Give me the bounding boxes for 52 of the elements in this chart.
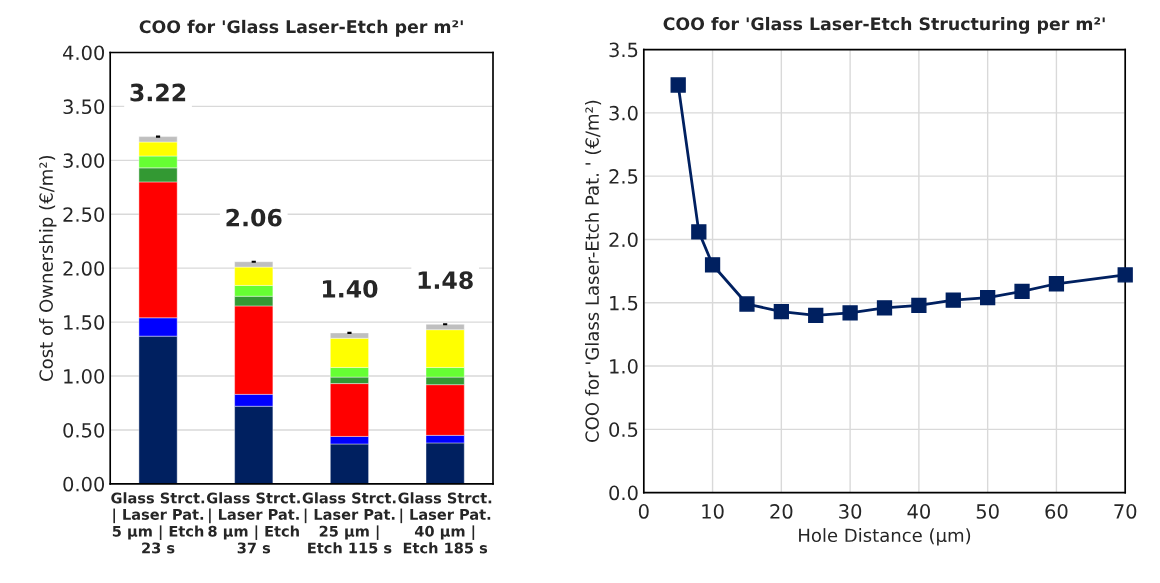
total-label: 3.22	[130, 83, 186, 102]
point	[1048, 276, 1065, 292]
y-tick-label: 3.0	[609, 105, 638, 121]
point	[808, 307, 824, 324]
point	[980, 290, 996, 306]
chart-title: COO for 'Glass Laser-Etch per m²'	[139, 19, 463, 37]
y-tick-label: 2.0	[609, 232, 638, 248]
y-tick-label: 3.50	[63, 99, 105, 115]
point	[691, 224, 707, 240]
total-label: 1.48	[418, 271, 473, 290]
x-tick-label: 30	[839, 504, 862, 519]
x-tick-label: 10	[702, 504, 724, 519]
point	[670, 77, 686, 93]
x-tick-label: 40	[907, 504, 930, 519]
point	[739, 296, 755, 312]
y-tick-label: 2.5	[609, 169, 638, 184]
x-tick-label: 50	[976, 504, 999, 519]
y-tick-label: 1.00	[64, 368, 105, 384]
x-tick-label: 0	[638, 504, 649, 519]
y-tick-label: 0.0	[609, 485, 638, 501]
point	[911, 297, 927, 313]
y-tick-label: 1.50	[64, 315, 105, 330]
y-tick-label: 1.5	[610, 295, 638, 311]
x-axis-title: Hole Distance (µm)	[799, 528, 971, 546]
y-tick-label: 1.0	[610, 359, 638, 374]
x-tick-label: 70	[1114, 504, 1137, 519]
y-tick-label: 3.00	[63, 153, 105, 168]
y-tick-label: 0.50	[63, 422, 105, 438]
y-axis-title: COO for 'Glass Laser-Etch Pat. ' (€/m²)	[584, 100, 602, 442]
point	[1014, 283, 1030, 299]
y-tick-label: 0.5	[609, 422, 638, 437]
x-tick-label: 20	[770, 504, 793, 519]
point	[704, 257, 721, 273]
chart-title: COO for 'Glass Laser-Etch Structuring per m²'	[663, 16, 1105, 34]
total-label: 1.40	[322, 279, 378, 298]
y-tick-label: 4.00	[63, 45, 105, 61]
y-tick-label: 3.5	[609, 42, 638, 58]
y-tick-label: 2.00	[63, 261, 105, 276]
point	[876, 300, 893, 316]
point	[1117, 267, 1133, 283]
point	[773, 303, 789, 320]
total-label: 2.06	[226, 208, 282, 227]
y-axis-title: Cost of Ownership (€/m²)	[39, 155, 57, 381]
x-tick-label: Glass Strct. | Laser Pat. 40 µm | Etch 185 s	[398, 492, 492, 554]
y-tick-label: 2.50	[63, 207, 105, 222]
x-tick-label: 60	[1045, 504, 1068, 519]
x-tick-label: Glass Strct. | Laser Pat. 8 µm | Etch 37 s	[206, 492, 300, 554]
point	[842, 305, 858, 321]
y-tick-label: 0.00	[63, 476, 105, 492]
x-tick-label: Glass Strct. | Laser Pat. 5 µm | Etch 23 s	[111, 492, 205, 554]
point	[945, 292, 961, 308]
x-tick-label: Glass Strct. | Laser Pat. 25 µm | Etch 115 s	[302, 492, 396, 554]
